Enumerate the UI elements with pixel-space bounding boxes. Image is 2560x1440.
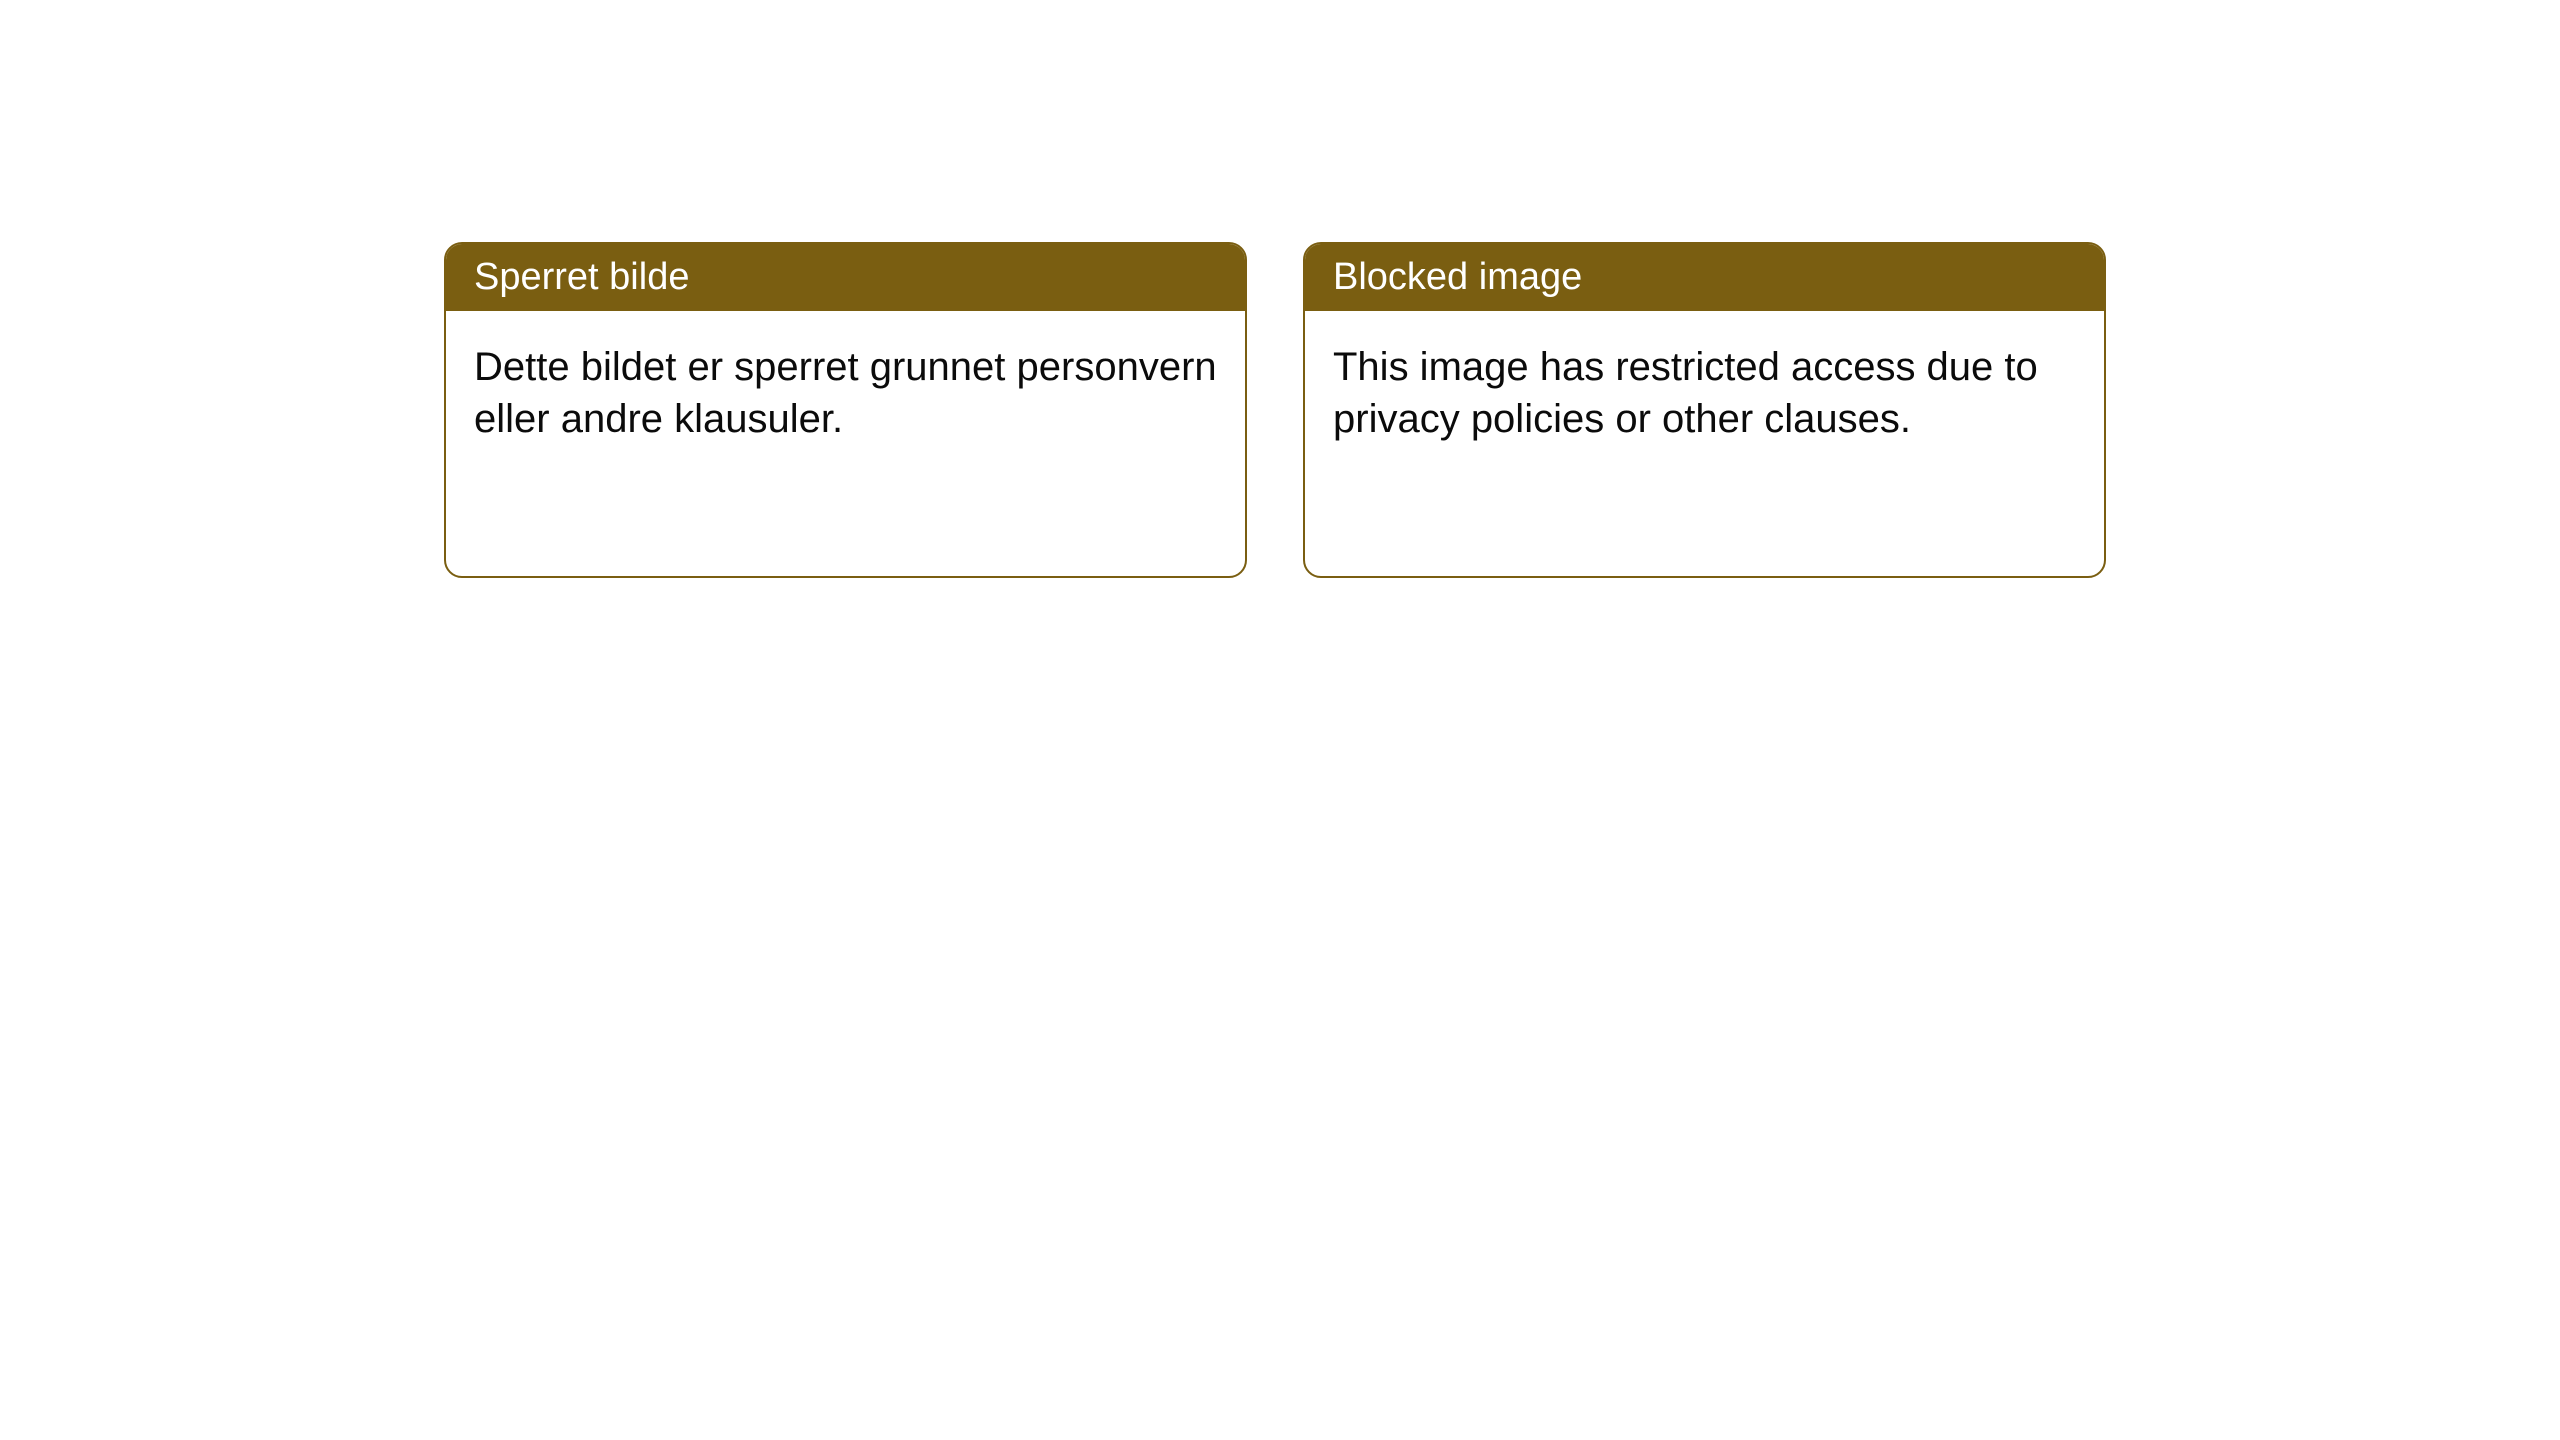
notice-card-english: Blocked image This image has restricted … <box>1303 242 2106 578</box>
notice-body: Dette bildet er sperret grunnet personve… <box>446 311 1245 475</box>
notice-header: Blocked image <box>1305 244 2104 311</box>
notice-title: Blocked image <box>1333 256 1582 298</box>
notice-text: Dette bildet er sperret grunnet personve… <box>474 345 1217 441</box>
notice-body: This image has restricted access due to … <box>1305 311 2104 475</box>
notice-header: Sperret bilde <box>446 244 1245 311</box>
notice-container: Sperret bilde Dette bildet er sperret gr… <box>0 0 2560 578</box>
notice-card-norwegian: Sperret bilde Dette bildet er sperret gr… <box>444 242 1247 578</box>
notice-text: This image has restricted access due to … <box>1333 345 2038 441</box>
notice-title: Sperret bilde <box>474 256 689 298</box>
